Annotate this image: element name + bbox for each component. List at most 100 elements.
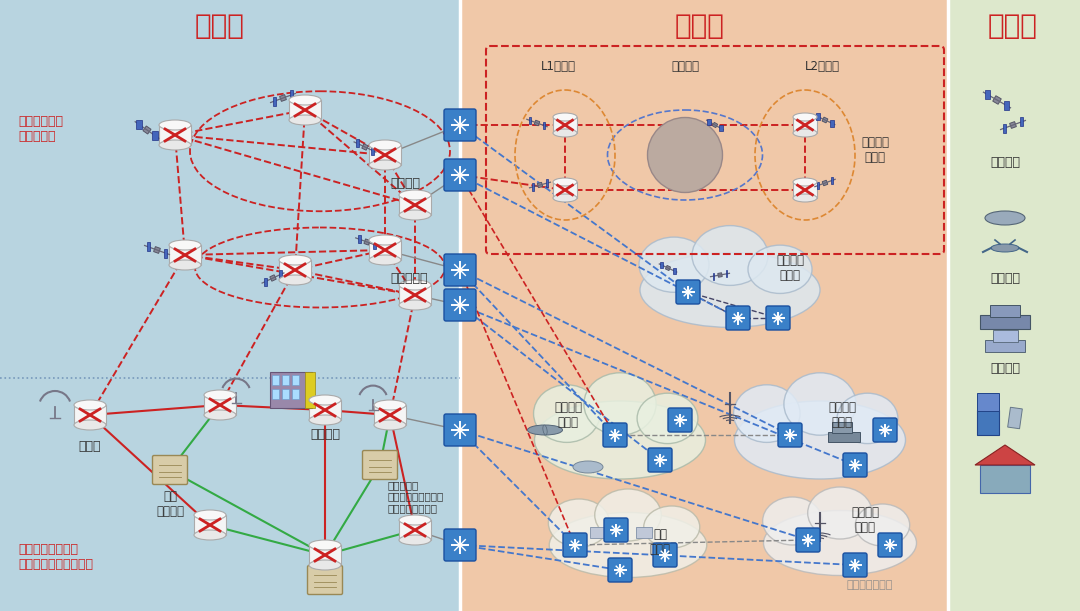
Polygon shape bbox=[370, 147, 375, 155]
Ellipse shape bbox=[985, 211, 1025, 225]
Bar bbox=[0, 0, 460, 611]
Bar bbox=[1008, 408, 1023, 429]
Ellipse shape bbox=[748, 245, 812, 293]
Bar bbox=[292, 375, 299, 385]
Bar bbox=[204, 395, 237, 415]
Text: 传统核心网
（移动通信核心网、
互联网骨干网等）: 传统核心网 （移动通信核心网、 互联网骨干网等） bbox=[388, 480, 444, 513]
Polygon shape bbox=[272, 97, 276, 106]
Ellipse shape bbox=[793, 113, 816, 121]
Ellipse shape bbox=[279, 275, 311, 285]
Ellipse shape bbox=[553, 113, 577, 121]
Ellipse shape bbox=[762, 497, 822, 545]
Bar bbox=[980, 465, 1030, 493]
Text: 高轨星座: 高轨星座 bbox=[390, 177, 420, 190]
Text: 中国工程院院刊: 中国工程院院刊 bbox=[847, 580, 893, 590]
Text: 近月轨道: 近月轨道 bbox=[671, 59, 699, 73]
Polygon shape bbox=[279, 271, 283, 279]
Polygon shape bbox=[164, 249, 167, 258]
Bar bbox=[75, 405, 106, 425]
Polygon shape bbox=[816, 182, 820, 189]
Bar bbox=[713, 122, 717, 128]
Bar bbox=[990, 305, 1020, 317]
Ellipse shape bbox=[595, 489, 661, 541]
Bar bbox=[828, 432, 860, 442]
Bar bbox=[305, 372, 315, 408]
Bar bbox=[718, 273, 723, 277]
FancyBboxPatch shape bbox=[363, 450, 397, 480]
FancyBboxPatch shape bbox=[444, 414, 476, 446]
FancyBboxPatch shape bbox=[648, 448, 672, 472]
Ellipse shape bbox=[550, 513, 706, 577]
Ellipse shape bbox=[734, 401, 905, 479]
Bar bbox=[793, 182, 816, 198]
Bar bbox=[832, 422, 852, 433]
Polygon shape bbox=[831, 120, 834, 127]
Bar bbox=[279, 260, 311, 280]
Polygon shape bbox=[707, 119, 711, 125]
Text: 天基无线
专用网: 天基无线 专用网 bbox=[777, 254, 804, 282]
Polygon shape bbox=[713, 273, 714, 280]
Bar bbox=[980, 315, 1030, 329]
FancyBboxPatch shape bbox=[878, 533, 902, 557]
Polygon shape bbox=[1003, 100, 1010, 111]
Bar bbox=[822, 117, 828, 123]
Ellipse shape bbox=[784, 373, 856, 435]
Ellipse shape bbox=[369, 140, 401, 150]
FancyBboxPatch shape bbox=[873, 418, 897, 442]
Bar bbox=[636, 527, 652, 538]
Ellipse shape bbox=[855, 504, 909, 546]
Bar bbox=[985, 340, 1025, 352]
Polygon shape bbox=[726, 270, 727, 277]
Ellipse shape bbox=[309, 415, 341, 425]
Polygon shape bbox=[528, 117, 531, 124]
Bar bbox=[535, 120, 540, 126]
Ellipse shape bbox=[75, 400, 106, 410]
Bar bbox=[282, 375, 289, 385]
Bar bbox=[977, 393, 999, 411]
Bar bbox=[292, 389, 299, 399]
Ellipse shape bbox=[573, 461, 603, 473]
Ellipse shape bbox=[644, 506, 700, 548]
FancyBboxPatch shape bbox=[444, 109, 476, 141]
Polygon shape bbox=[673, 268, 676, 274]
Bar bbox=[993, 330, 1018, 342]
Text: 空基用户: 空基用户 bbox=[990, 271, 1020, 285]
Ellipse shape bbox=[692, 225, 768, 285]
Ellipse shape bbox=[553, 194, 577, 202]
Ellipse shape bbox=[793, 178, 816, 186]
Ellipse shape bbox=[159, 120, 191, 130]
Polygon shape bbox=[975, 445, 1035, 465]
Text: 管控中心: 管控中心 bbox=[310, 428, 340, 441]
Polygon shape bbox=[152, 131, 159, 140]
FancyBboxPatch shape bbox=[796, 528, 820, 552]
FancyBboxPatch shape bbox=[676, 280, 700, 304]
Bar bbox=[1010, 122, 1016, 128]
Text: 地面
局域网: 地面 局域网 bbox=[649, 528, 671, 556]
FancyBboxPatch shape bbox=[843, 553, 867, 577]
FancyBboxPatch shape bbox=[444, 254, 476, 286]
Ellipse shape bbox=[399, 515, 431, 525]
Bar bbox=[553, 182, 577, 198]
Ellipse shape bbox=[194, 530, 226, 540]
Bar bbox=[309, 545, 341, 565]
Ellipse shape bbox=[584, 373, 657, 435]
Ellipse shape bbox=[648, 117, 723, 192]
Text: 地月空间
延展网: 地月空间 延展网 bbox=[861, 136, 889, 164]
Bar bbox=[168, 245, 201, 265]
FancyBboxPatch shape bbox=[726, 306, 750, 330]
FancyBboxPatch shape bbox=[608, 558, 632, 582]
Bar bbox=[369, 240, 401, 260]
Bar bbox=[280, 95, 286, 101]
Text: L1点轨道: L1点轨道 bbox=[540, 59, 576, 73]
FancyBboxPatch shape bbox=[444, 289, 476, 321]
Text: 关口站: 关口站 bbox=[79, 440, 102, 453]
Polygon shape bbox=[264, 277, 267, 285]
Ellipse shape bbox=[369, 255, 401, 265]
Polygon shape bbox=[546, 179, 549, 187]
Text: 海基无线
专用网: 海基无线 专用网 bbox=[828, 401, 856, 429]
FancyBboxPatch shape bbox=[766, 306, 789, 330]
Ellipse shape bbox=[309, 395, 341, 405]
Ellipse shape bbox=[369, 235, 401, 245]
FancyBboxPatch shape bbox=[653, 543, 677, 567]
Polygon shape bbox=[355, 139, 360, 147]
